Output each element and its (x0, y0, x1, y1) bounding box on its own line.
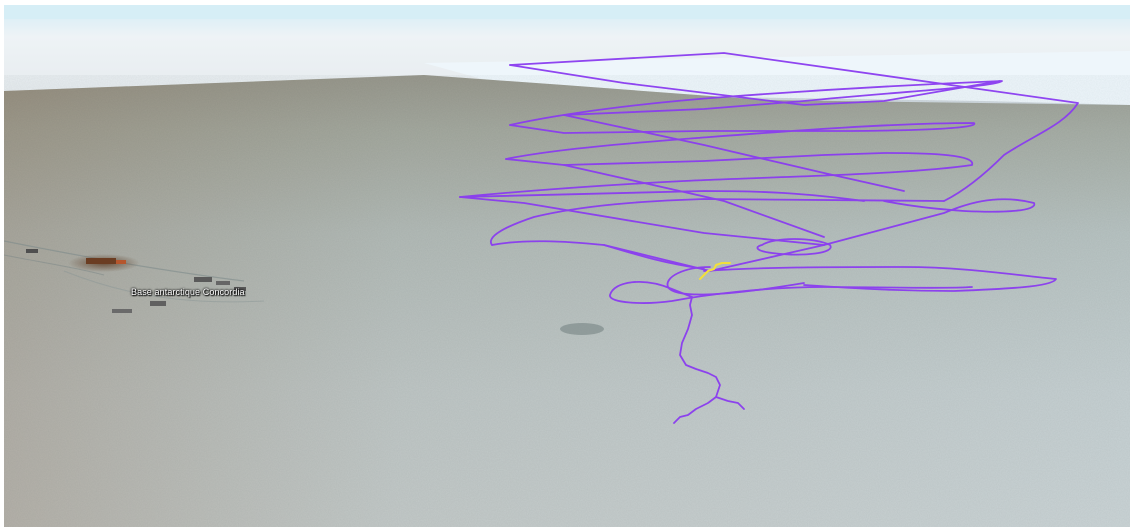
place-label[interactable]: Base antarctique Concordia (131, 287, 245, 297)
terrain-scene[interactable] (4, 5, 1130, 527)
highlight-segment (699, 262, 731, 280)
map-viewport[interactable]: Base antarctique Concordia (4, 5, 1130, 527)
flight-track (459, 52, 1079, 424)
terrain-depression (560, 323, 604, 335)
station-buildings-icon (26, 249, 246, 313)
